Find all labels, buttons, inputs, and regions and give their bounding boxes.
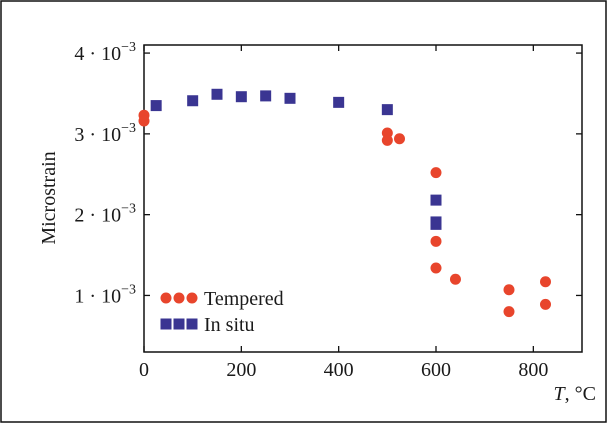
tempered-point — [503, 284, 515, 296]
in-situ-point — [284, 92, 296, 104]
y-tick-label: 4 · 10−3 — [74, 40, 136, 65]
legend-tempered-marker — [173, 292, 185, 304]
x-axis-variable: T — [554, 383, 567, 405]
plot-area-frame — [143, 44, 583, 353]
legend-tempered-marker — [160, 292, 172, 304]
in-situ-point — [430, 218, 442, 230]
tempered-point — [430, 167, 442, 179]
tempered-point — [430, 262, 442, 274]
y-axis-title: Microstrain — [38, 151, 60, 244]
x-tick-label: 400 — [324, 359, 354, 381]
in-situ-point — [235, 91, 247, 103]
tempered-point — [381, 134, 393, 146]
tempered-point — [540, 276, 551, 288]
in-situ-point — [430, 194, 442, 206]
x-tick-label: 200 — [226, 359, 256, 381]
in-situ-point — [333, 96, 345, 108]
tempered-point — [449, 273, 461, 285]
x-axis-title: T, °C — [554, 383, 596, 405]
y-tick-label: 2 · 10−3 — [74, 202, 136, 227]
legend-tempered-label: Tempered — [204, 288, 284, 310]
data-points — [138, 88, 551, 318]
legend-in-situ-marker — [160, 318, 172, 330]
x-tick-label: 0 — [139, 359, 149, 381]
x-tick-label: 800 — [518, 359, 548, 381]
in-situ-point — [381, 104, 393, 116]
legend-tempered-marker — [186, 292, 198, 304]
legend-in-situ-marker — [173, 318, 185, 330]
x-tick-label: 600 — [421, 359, 451, 381]
legend-in-situ-label: In situ — [204, 314, 255, 336]
tempered-point — [394, 133, 405, 145]
in-situ-point — [187, 95, 199, 107]
x-axis-unit: , °C — [565, 383, 596, 405]
tempered-point — [540, 298, 551, 310]
legend-in-situ-marker — [186, 318, 198, 330]
tempered-point — [430, 235, 442, 247]
axes: 0 200 400 600 800 1 · 10−3 2 · 10−3 3 · 10−3 4 ·… — [74, 40, 582, 381]
in-situ-point — [260, 90, 272, 102]
legend: Tempered In situ — [160, 288, 284, 336]
in-situ-point — [211, 88, 223, 100]
y-tick-label: 3 · 10−3 — [74, 121, 136, 146]
in-situ-point — [150, 100, 162, 112]
tempered-point — [138, 115, 150, 127]
y-tick-label: 1 · 10−3 — [74, 282, 136, 307]
tempered-point — [503, 306, 515, 318]
